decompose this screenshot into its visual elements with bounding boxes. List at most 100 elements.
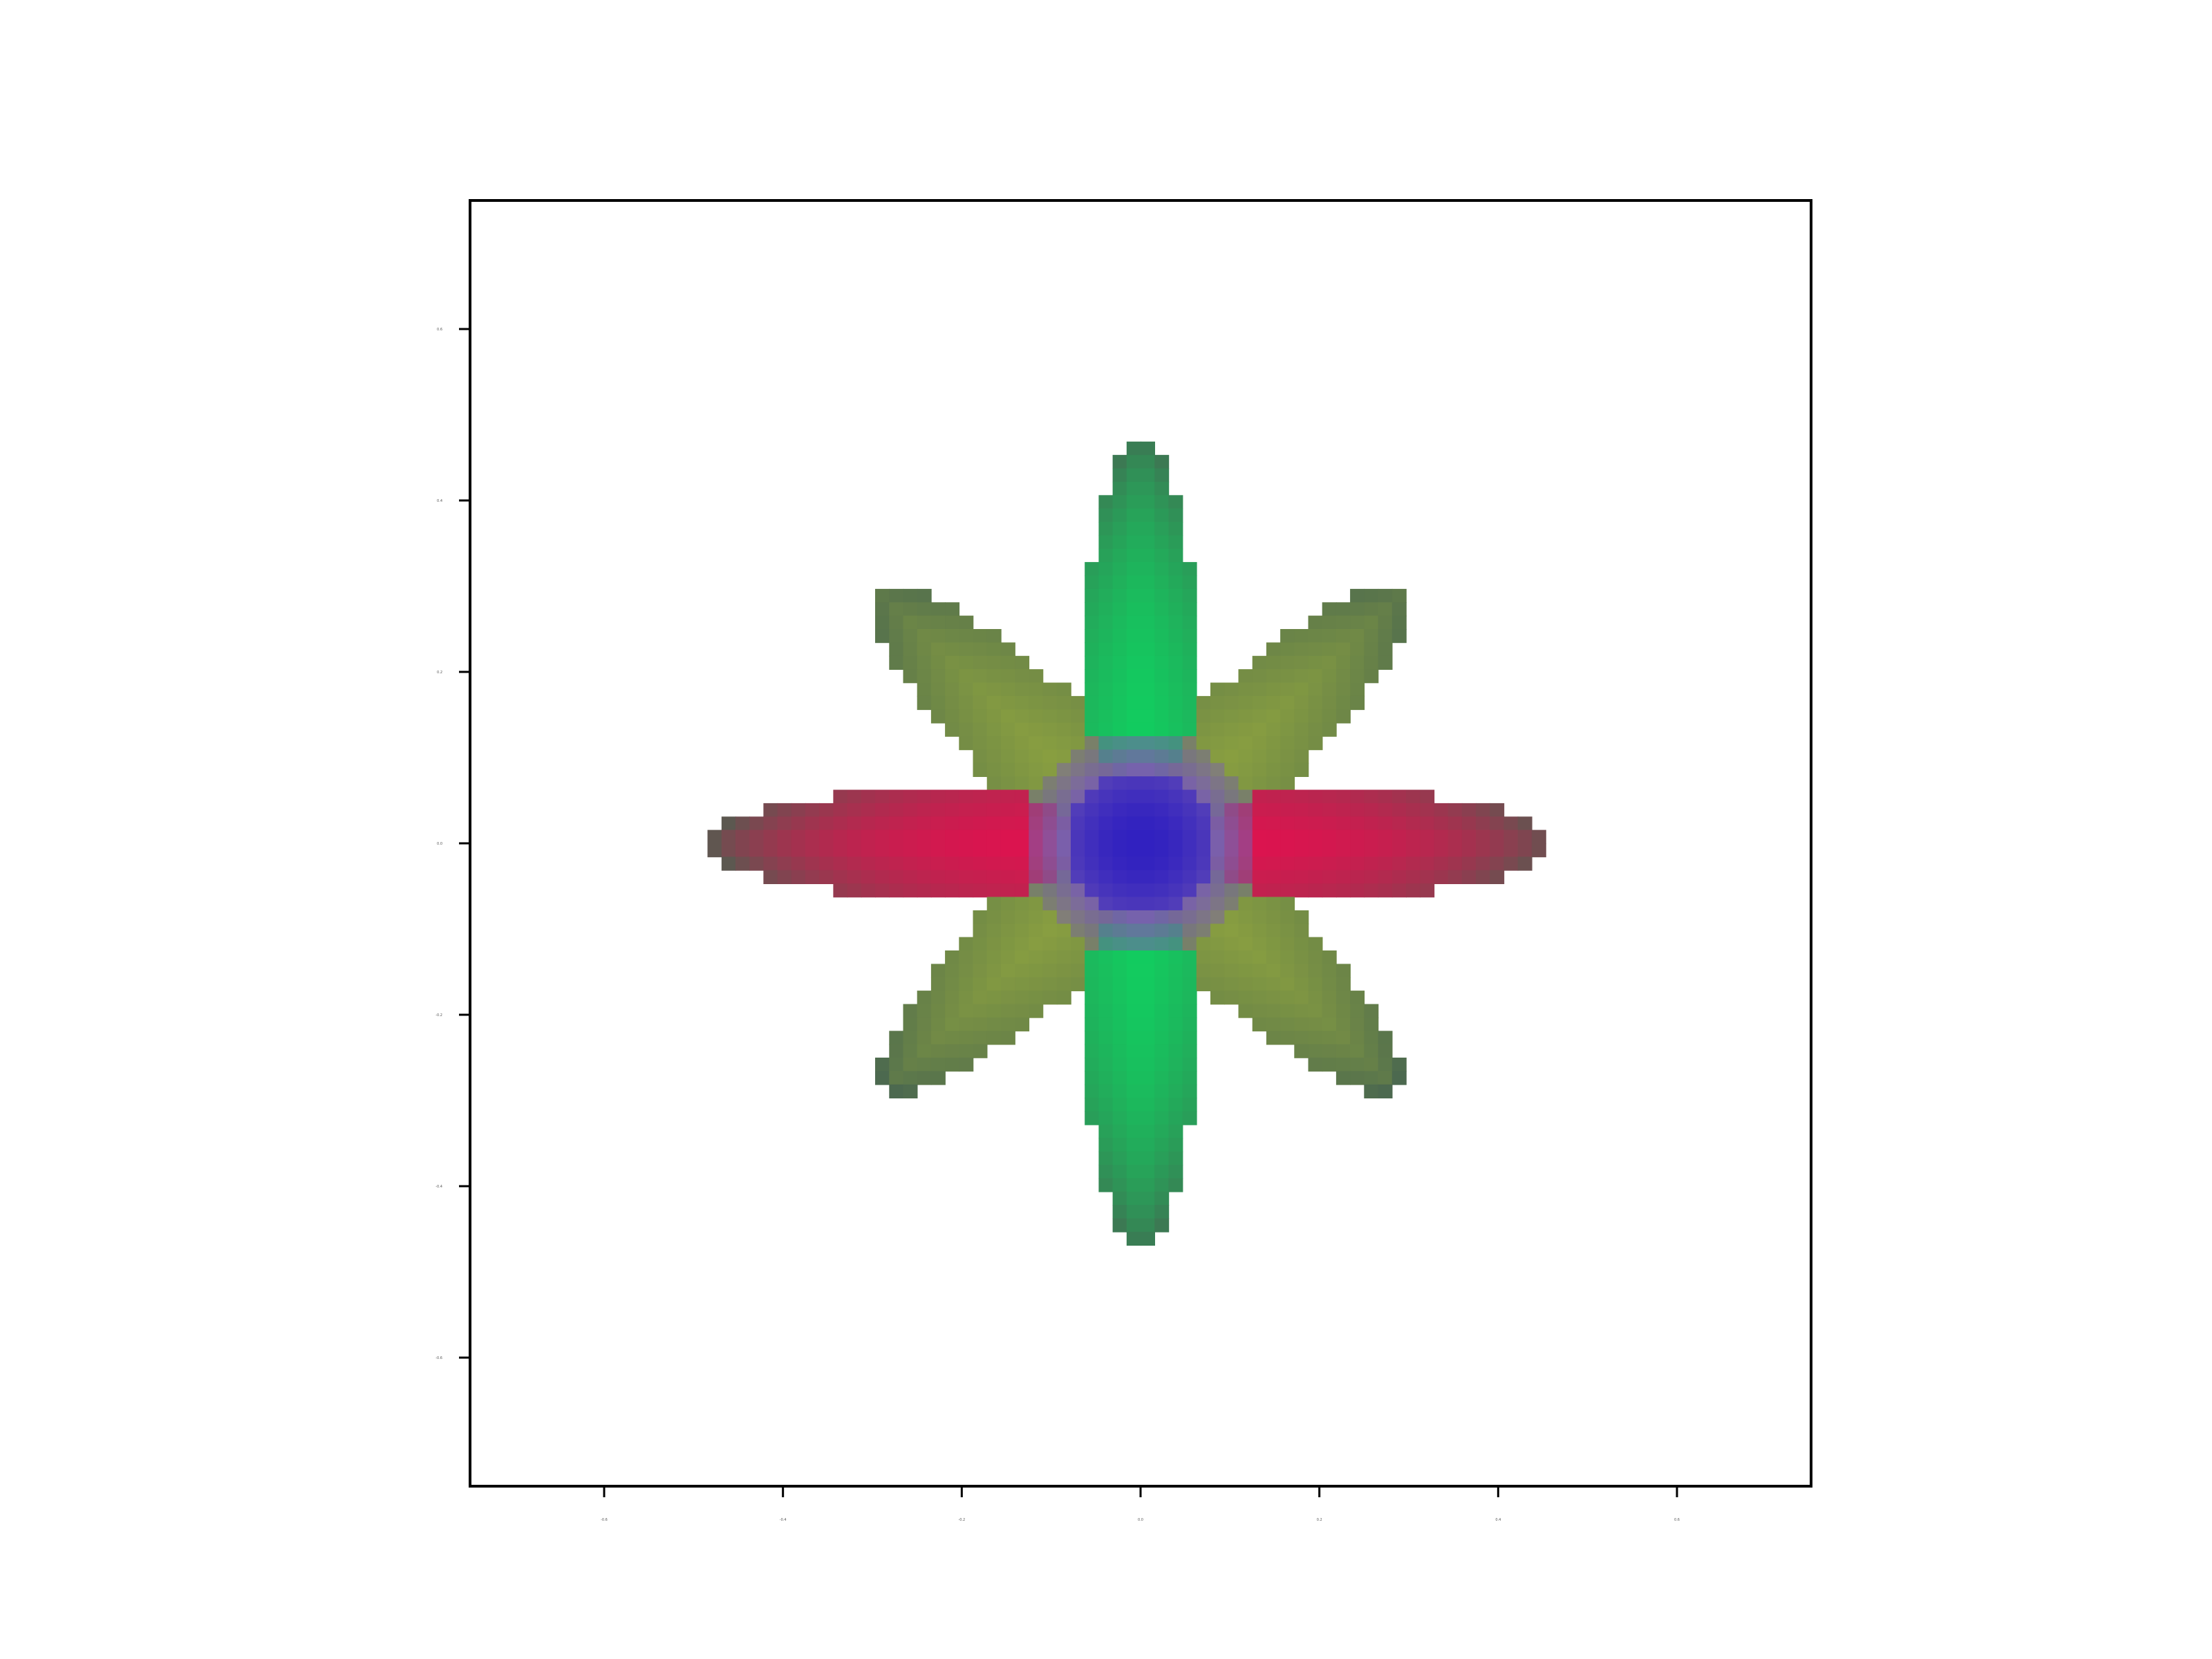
heatmap-cell — [1378, 1084, 1393, 1098]
heatmap-cell — [1141, 575, 1155, 590]
heatmap-cell — [1126, 910, 1141, 925]
heatmap-cell — [1056, 830, 1071, 844]
heatmap-cell — [1029, 843, 1044, 858]
heatmap-cell — [945, 695, 960, 711]
heatmap-cell — [1056, 736, 1071, 751]
heatmap-cell — [1168, 615, 1183, 630]
heatmap-cell — [973, 629, 988, 644]
heatmap-cell — [1085, 642, 1100, 657]
heatmap-cell — [1112, 481, 1127, 496]
heatmap-cell — [1126, 468, 1141, 482]
heatmap-cell — [903, 1004, 918, 1018]
heatmap-cell — [1364, 1084, 1379, 1098]
heatmap-cell — [1182, 950, 1197, 965]
heatmap-cell — [1154, 776, 1170, 791]
heatmap-cell — [1085, 883, 1100, 898]
heatmap-cell — [1098, 816, 1114, 831]
heatmap-cell — [1182, 897, 1197, 911]
heatmap-cell — [1280, 897, 1295, 911]
heatmap-cell — [1112, 535, 1127, 550]
heatmap-cell — [1000, 830, 1015, 844]
heatmap-cell — [1294, 669, 1309, 684]
heatmap-cell — [875, 629, 890, 644]
heatmap-cell — [1434, 856, 1449, 871]
heatmap-cell — [819, 830, 834, 844]
heatmap-cell — [1238, 736, 1253, 751]
heatmap-cell — [1056, 695, 1071, 711]
heatmap-cell — [1490, 856, 1505, 871]
heatmap-cell — [1154, 762, 1170, 777]
heatmap-cell — [986, 830, 1002, 844]
heatmap-cell — [1447, 816, 1463, 831]
heatmap-cell — [847, 803, 862, 818]
heatmap-cell — [1322, 950, 1337, 965]
heatmap-cell — [1350, 695, 1365, 711]
heatmap-cell — [1126, 455, 1141, 469]
heatmap-cell — [1141, 816, 1155, 831]
heatmap-cell — [1154, 709, 1170, 724]
heatmap-cell — [1098, 950, 1114, 965]
heatmap-cell — [1141, 441, 1155, 456]
heatmap-cell — [1378, 830, 1393, 844]
heatmap-cell — [1447, 856, 1463, 871]
heatmap-cell — [1015, 910, 1030, 925]
heatmap-cell — [1098, 1138, 1114, 1152]
heatmap-cell — [833, 816, 848, 831]
heatmap-cell — [1294, 749, 1309, 764]
heatmap-cell — [1252, 964, 1267, 978]
heatmap-cell — [1154, 1138, 1170, 1152]
heatmap-cell — [1350, 883, 1365, 898]
heatmap-cell — [1350, 870, 1365, 884]
heatmap-cell — [1335, 655, 1351, 670]
heatmap-cell — [1071, 695, 1085, 711]
heatmap-cell — [1098, 575, 1114, 590]
heatmap-cell — [1168, 588, 1183, 603]
heatmap-cell — [1196, 736, 1211, 751]
heatmap-cell — [1308, 1058, 1323, 1072]
heatmap-cell — [1029, 924, 1044, 938]
heatmap-cell — [1071, 937, 1085, 951]
heatmap-cell — [973, 924, 988, 938]
heatmap-cell — [833, 830, 848, 844]
heatmap-cell — [1141, 1071, 1155, 1085]
heatmap-cell — [1056, 897, 1071, 911]
heatmap-cell — [1056, 722, 1071, 737]
heatmap-cell — [1141, 1138, 1155, 1152]
heatmap-cell — [1029, 682, 1044, 697]
heatmap-cell — [973, 736, 988, 751]
heatmap-cell — [1126, 1084, 1141, 1098]
heatmap-cell — [1406, 883, 1421, 898]
heatmap-cell — [1154, 1178, 1170, 1192]
heatmap-cell — [1141, 883, 1155, 898]
heatmap-cell — [1098, 1098, 1114, 1112]
heatmap-cell — [1238, 682, 1253, 697]
heatmap-cell — [1098, 762, 1114, 777]
heatmap-cell — [861, 816, 876, 831]
heatmap-cell — [1042, 803, 1058, 818]
heatmap-cell — [1350, 669, 1365, 684]
heatmap-cell — [749, 816, 765, 831]
heatmap-cell — [1168, 1071, 1183, 1085]
heatmap-cell — [1098, 789, 1114, 804]
heatmap-cell — [1364, 856, 1379, 871]
heatmap-cell — [986, 1017, 1002, 1032]
heatmap-cell — [1266, 776, 1281, 791]
heatmap-cell — [986, 736, 1002, 751]
heatmap-cell — [1112, 803, 1127, 818]
heatmap-cell — [1308, 937, 1323, 951]
heatmap-cell — [1168, 722, 1183, 737]
heatmap-cell — [1350, 830, 1365, 844]
heatmap-cell — [1141, 642, 1155, 657]
heatmap-cell — [1000, 870, 1015, 884]
heatmap-cell — [1015, 1017, 1030, 1032]
heatmap-cell — [1335, 816, 1351, 831]
heatmap-cell — [959, 1031, 974, 1045]
heatmap-cell — [1098, 856, 1114, 871]
heatmap-cell — [1126, 937, 1141, 951]
heatmap-cell — [930, 695, 946, 711]
heatmap-cell — [903, 602, 918, 617]
heatmap-cell — [1126, 695, 1141, 711]
heatmap-cell — [930, 1044, 946, 1058]
heatmap-cell — [1126, 736, 1141, 751]
heatmap-cell — [1071, 856, 1085, 871]
